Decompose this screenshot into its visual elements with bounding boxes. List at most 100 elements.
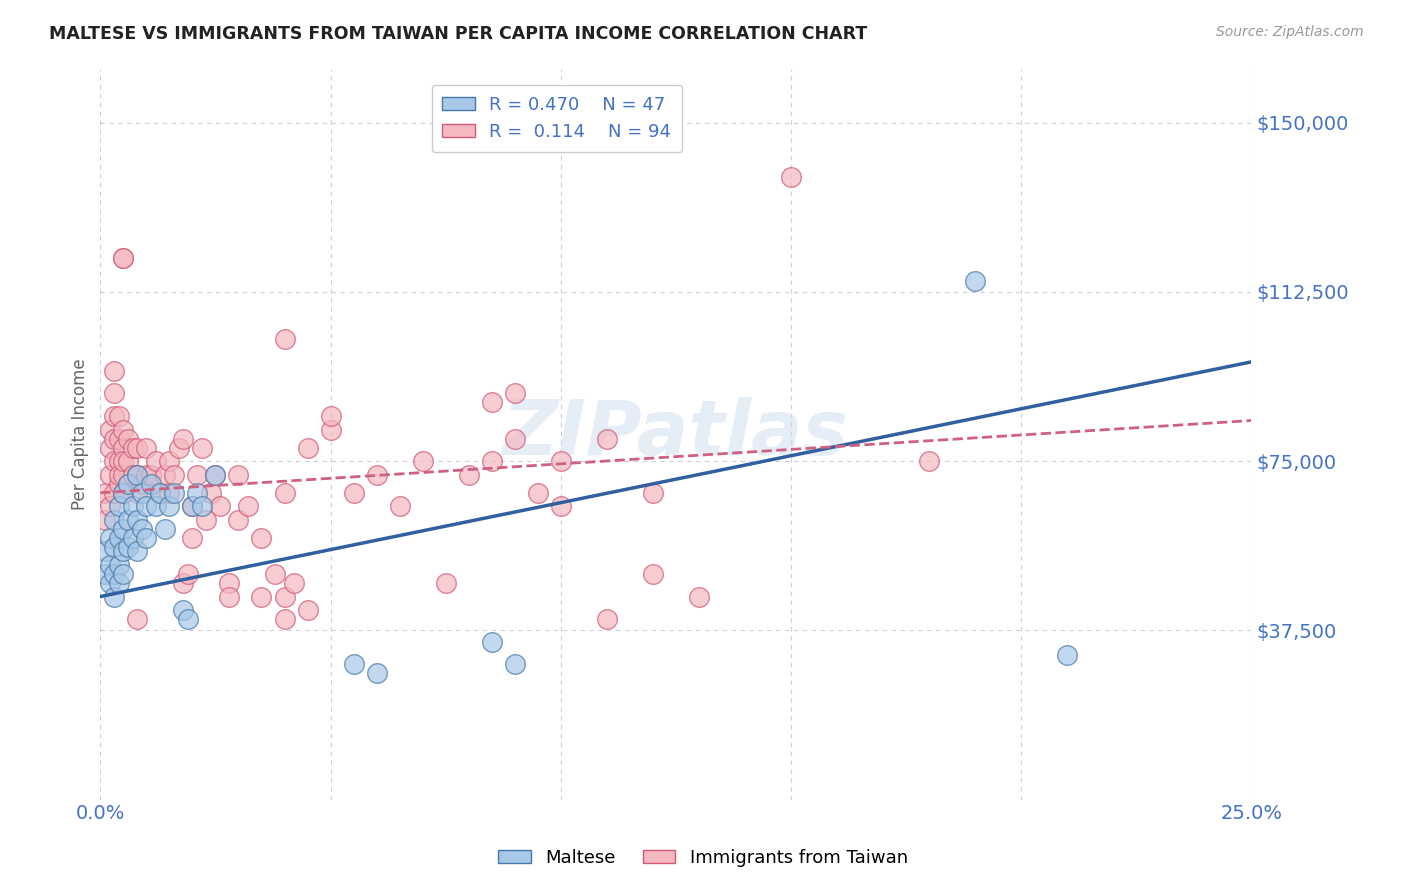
Point: [153, 522, 176, 536]
Point: [319, 423, 342, 437]
Point: [121, 531, 143, 545]
Point: [107, 500, 129, 514]
Point: [107, 454, 129, 468]
Point: [103, 513, 125, 527]
Point: [117, 476, 139, 491]
Point: [177, 566, 200, 581]
Point: [112, 454, 135, 468]
Point: [103, 386, 125, 401]
Point: [177, 612, 200, 626]
Point: [157, 485, 180, 500]
Point: [131, 485, 153, 500]
Point: [965, 274, 987, 288]
Point: [103, 432, 125, 446]
Point: [103, 409, 125, 423]
Point: [107, 576, 129, 591]
Point: [94, 485, 117, 500]
Text: Source: ZipAtlas.com: Source: ZipAtlas.com: [1216, 25, 1364, 39]
Point: [149, 485, 172, 500]
Point: [94, 566, 117, 581]
Point: [112, 467, 135, 482]
Point: [103, 590, 125, 604]
Point: [641, 566, 664, 581]
Point: [107, 409, 129, 423]
Point: [250, 531, 273, 545]
Point: [112, 566, 135, 581]
Point: [117, 476, 139, 491]
Point: [195, 513, 218, 527]
Point: [107, 432, 129, 446]
Point: [172, 432, 194, 446]
Point: [503, 386, 526, 401]
Point: [153, 467, 176, 482]
Point: [127, 485, 149, 500]
Point: [526, 485, 548, 500]
Point: [98, 531, 121, 545]
Point: [135, 441, 157, 455]
Point: [780, 169, 803, 184]
Point: [366, 467, 388, 482]
Point: [112, 544, 135, 558]
Point: [127, 544, 149, 558]
Point: [98, 558, 121, 572]
Point: [218, 590, 240, 604]
Point: [98, 500, 121, 514]
Point: [121, 441, 143, 455]
Text: MALTESE VS IMMIGRANTS FROM TAIWAN PER CAPITA INCOME CORRELATION CHART: MALTESE VS IMMIGRANTS FROM TAIWAN PER CA…: [49, 25, 868, 43]
Point: [117, 432, 139, 446]
Point: [1056, 648, 1078, 663]
Point: [190, 500, 212, 514]
Point: [127, 467, 149, 482]
Point: [503, 657, 526, 672]
Point: [342, 657, 364, 672]
Point: [157, 500, 180, 514]
Point: [149, 485, 172, 500]
Point: [117, 540, 139, 554]
Point: [131, 476, 153, 491]
Point: [190, 441, 212, 455]
Point: [172, 576, 194, 591]
Point: [103, 540, 125, 554]
Point: [186, 485, 208, 500]
Point: [127, 513, 149, 527]
Point: [103, 454, 125, 468]
Point: [283, 576, 305, 591]
Legend: Maltese, Immigrants from Taiwan: Maltese, Immigrants from Taiwan: [491, 842, 915, 874]
Point: [481, 454, 503, 468]
Point: [181, 500, 204, 514]
Point: [434, 576, 457, 591]
Point: [204, 467, 226, 482]
Point: [98, 576, 121, 591]
Point: [209, 500, 232, 514]
Point: [264, 566, 287, 581]
Point: [457, 467, 479, 482]
Point: [117, 513, 139, 527]
Point: [200, 485, 222, 500]
Point: [228, 467, 250, 482]
Point: [107, 476, 129, 491]
Point: [135, 500, 157, 514]
Point: [107, 558, 129, 572]
Point: [135, 467, 157, 482]
Point: [250, 590, 273, 604]
Point: [117, 454, 139, 468]
Point: [167, 441, 190, 455]
Point: [366, 666, 388, 681]
Point: [121, 500, 143, 514]
Point: [112, 423, 135, 437]
Point: [641, 485, 664, 500]
Point: [481, 395, 503, 409]
Point: [112, 485, 135, 500]
Point: [181, 531, 204, 545]
Point: [131, 522, 153, 536]
Point: [103, 364, 125, 378]
Point: [139, 467, 162, 482]
Point: [103, 485, 125, 500]
Point: [112, 251, 135, 265]
Point: [145, 454, 167, 468]
Point: [163, 467, 186, 482]
Legend: R = 0.470    N = 47, R =  0.114    N = 94: R = 0.470 N = 47, R = 0.114 N = 94: [432, 85, 682, 152]
Point: [412, 454, 434, 468]
Point: [273, 612, 295, 626]
Point: [688, 590, 710, 604]
